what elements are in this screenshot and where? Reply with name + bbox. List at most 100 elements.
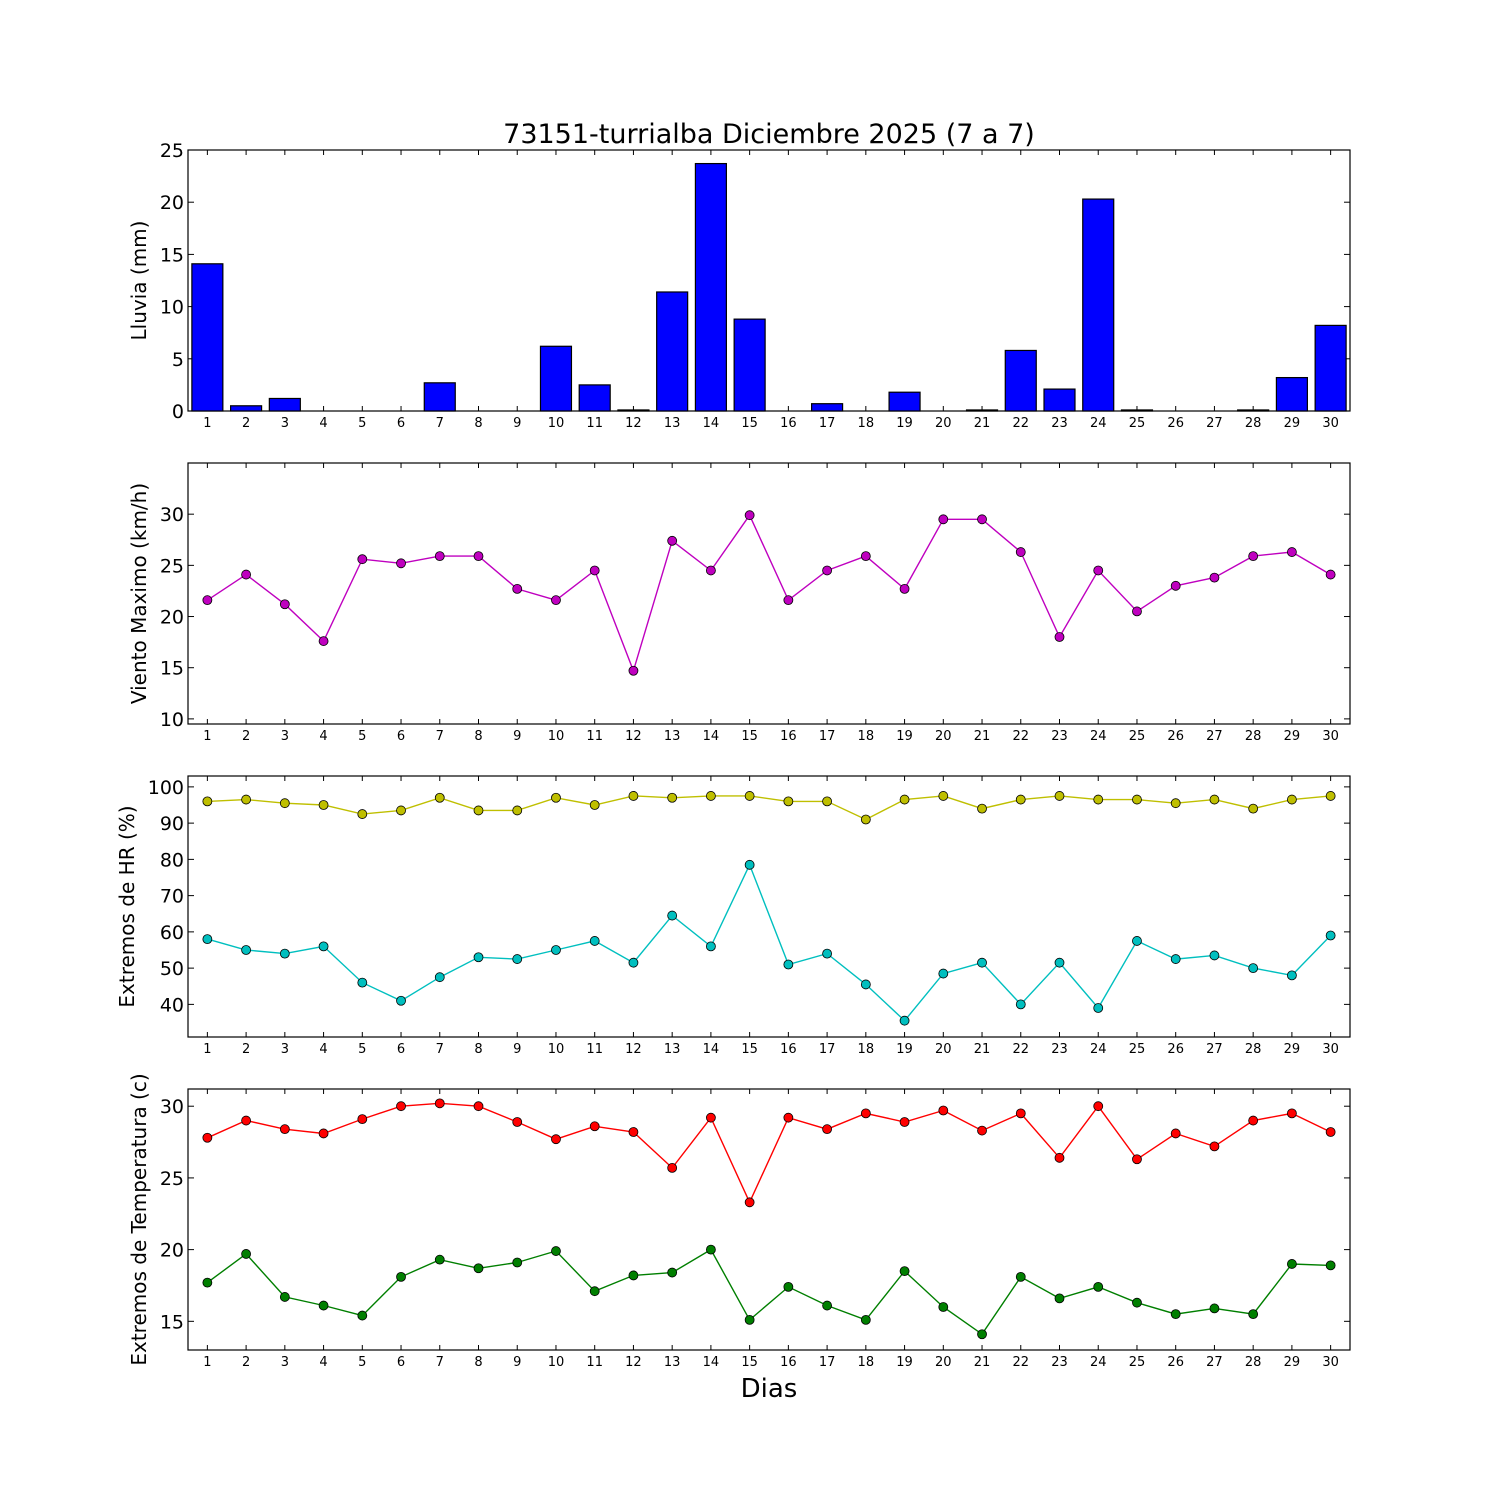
x-tick-label: 19	[896, 1042, 913, 1057]
data-point	[744, 1314, 755, 1325]
x-tick-label: 3	[281, 416, 289, 431]
data-point	[512, 954, 523, 964]
x-tick-label: 14	[703, 1355, 720, 1370]
y-tick-label: 70	[160, 886, 184, 908]
rain-bar	[1120, 409, 1154, 412]
data-point	[396, 1101, 406, 1112]
data-point	[434, 792, 445, 803]
data-point	[744, 859, 755, 870]
x-tick-label: 9	[513, 729, 521, 744]
data-point	[1132, 606, 1142, 617]
x-tick-label: 21	[974, 729, 991, 744]
data-point	[279, 948, 290, 959]
y-tick-label: 0	[172, 401, 184, 423]
data-point	[202, 1132, 213, 1143]
x-tick-label: 5	[358, 1355, 366, 1370]
data-point	[1287, 1259, 1297, 1269]
data-point	[1325, 1127, 1336, 1137]
data-point	[1248, 803, 1259, 814]
rain-bar	[965, 409, 999, 412]
y-tick-label: 40	[160, 994, 184, 1016]
x-tick-label: 17	[819, 729, 836, 744]
x-tick-label: 9	[513, 416, 521, 431]
data-point	[202, 595, 213, 606]
y-axis-label: Lluvia (mm)	[127, 221, 151, 341]
x-tick-label: 27	[1206, 416, 1223, 431]
x-axis-label: Dias	[741, 1374, 798, 1404]
x-tick-label: 6	[397, 416, 405, 431]
data-point	[1015, 1271, 1026, 1282]
data-point	[318, 800, 329, 810]
y-axis-label: Extremos de HR (%)	[115, 805, 139, 1007]
data-point	[357, 1310, 368, 1321]
data-point	[667, 535, 678, 546]
data-point	[744, 1197, 755, 1208]
data-point	[202, 796, 213, 807]
data-point	[822, 1124, 832, 1135]
rain-bar	[268, 397, 301, 412]
data-point	[822, 948, 832, 959]
x-tick-label: 20	[935, 416, 952, 431]
x-tick-label: 18	[858, 1355, 875, 1370]
data-point	[822, 796, 832, 807]
x-tick-label: 11	[586, 416, 603, 431]
data-point	[899, 1266, 910, 1277]
data-point	[628, 1127, 639, 1137]
data-point	[899, 1117, 910, 1127]
x-tick-label: 12	[625, 416, 642, 431]
rain-bar	[1237, 409, 1270, 412]
series-line	[207, 795, 1331, 821]
data-point	[977, 803, 987, 814]
x-tick-label: 15	[741, 1042, 758, 1057]
data-point	[279, 798, 290, 809]
x-tick-label: 5	[358, 416, 366, 431]
data-point	[1170, 580, 1181, 591]
data-point	[434, 1098, 445, 1109]
data-point	[434, 1254, 445, 1265]
x-tick-label: 17	[819, 416, 836, 431]
data-point	[938, 1302, 949, 1312]
data-point	[589, 1121, 600, 1132]
data-point	[1248, 1115, 1259, 1126]
x-tick-label: 17	[819, 1355, 836, 1370]
data-point	[706, 791, 716, 801]
data-point	[706, 1244, 716, 1255]
data-point	[551, 1246, 561, 1256]
data-point	[1170, 1128, 1181, 1139]
data-point	[822, 1300, 832, 1311]
x-tick-label: 11	[586, 729, 603, 744]
x-tick-label: 22	[1012, 1042, 1029, 1057]
data-point	[938, 791, 949, 801]
data-point	[628, 791, 639, 801]
x-tick-label: 2	[242, 416, 250, 431]
x-tick-label: 4	[319, 729, 327, 744]
data-point	[783, 796, 794, 807]
data-point	[551, 1134, 561, 1145]
y-tick-label: 15	[160, 658, 184, 680]
data-point	[628, 1270, 639, 1281]
x-tick-label: 19	[896, 1355, 913, 1370]
data-point	[667, 910, 678, 921]
x-tick-label: 13	[664, 1042, 681, 1057]
data-point	[1325, 791, 1336, 801]
x-tick-label: 15	[741, 416, 758, 431]
x-tick-label: 7	[436, 416, 444, 431]
series-line	[207, 513, 1331, 673]
data-point	[318, 1128, 329, 1139]
data-point	[589, 936, 600, 946]
data-point	[1054, 632, 1065, 642]
x-tick-label: 11	[586, 1042, 603, 1057]
x-tick-label: 8	[474, 416, 482, 431]
x-tick-label: 24	[1090, 1355, 1107, 1370]
x-tick-label: 28	[1245, 729, 1262, 744]
data-point	[551, 945, 561, 955]
data-point	[473, 805, 484, 816]
data-point	[1170, 954, 1181, 964]
x-tick-label: 15	[741, 1355, 758, 1370]
data-point	[977, 957, 987, 968]
y-tick-label: 25	[160, 140, 184, 162]
data-point	[1093, 1003, 1104, 1013]
plot-frame	[187, 462, 1351, 725]
